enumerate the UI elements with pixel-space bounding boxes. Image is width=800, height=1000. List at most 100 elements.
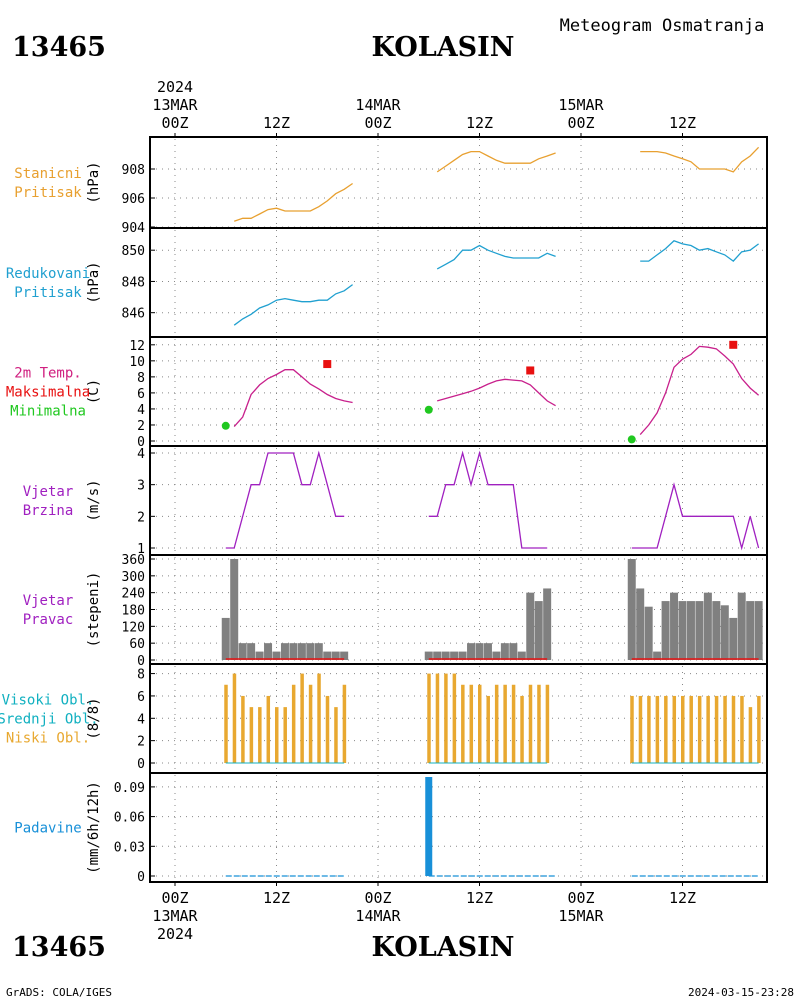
series-line-day1	[233, 284, 353, 326]
low-cloud-bar	[528, 684, 533, 763]
max-temp-marker	[323, 360, 332, 369]
y-tick-label: 4	[137, 447, 145, 462]
low-cloud-bar	[275, 707, 279, 763]
wind-direction-bar	[458, 651, 467, 660]
low-cloud-bar	[452, 673, 457, 763]
station-name: KOLASIN	[371, 32, 514, 63]
wind-direction-bar	[746, 601, 755, 660]
wind-direction-bar	[323, 651, 332, 660]
panel-label: 2m Temp.	[14, 366, 81, 382]
panel-label: Minimalna	[10, 404, 86, 420]
max-temp-marker	[526, 366, 535, 375]
low-cloud-bar	[664, 695, 668, 763]
y-axis-label: (8/8)	[86, 697, 102, 739]
bottom-hour-label: 00Z	[567, 889, 594, 907]
y-tick-label: 12	[129, 339, 145, 354]
min-temp-marker	[424, 405, 433, 414]
top-hour-label: 00Z	[161, 114, 188, 132]
y-tick-label: 904	[122, 221, 146, 236]
top-hour-label: 12Z	[669, 114, 696, 132]
y-tick-label: 120	[122, 620, 145, 635]
panel-label: Vjetar	[23, 593, 74, 609]
wind-direction-bar	[670, 592, 679, 660]
wind-direction-bar	[221, 617, 230, 660]
wind-direction-bar	[543, 588, 552, 660]
top-day-label: 13MAR	[152, 96, 198, 114]
bottom-day-label: 14MAR	[355, 907, 401, 925]
panel-redukovani-pritisak: 846 848 850 (hPa)Redukovani Pritisak	[6, 227, 768, 338]
wind-direction-bar	[331, 651, 340, 660]
wind-direction-bar	[247, 643, 256, 660]
panel-label: Pravac	[23, 612, 74, 628]
low-cloud-bar	[325, 695, 330, 763]
panel-frame	[149, 227, 768, 338]
min-temp-marker	[221, 421, 230, 430]
wind-direction-bar	[424, 651, 433, 660]
y-tick-label: 3	[137, 479, 145, 494]
y-tick-label: 2	[137, 419, 145, 434]
y-tick-label: 0.09	[114, 781, 145, 796]
y-axis-label: (hPa)	[86, 161, 102, 203]
wind-direction-bar	[729, 617, 738, 660]
wind-direction-bar	[450, 651, 459, 660]
low-cloud-bar	[757, 695, 761, 763]
footer-timestamp: 2024-03-15-23:28	[688, 986, 794, 999]
low-cloud-bar	[461, 684, 465, 763]
y-tick-label: 0	[137, 654, 145, 669]
panel-label: Vjetar	[23, 484, 74, 500]
station-id-bottom: 13465	[12, 932, 106, 963]
low-cloud-bar	[224, 684, 228, 763]
wind-direction-bar	[686, 601, 695, 660]
wind-direction-bar	[703, 592, 712, 660]
y-tick-label: 4	[137, 403, 145, 418]
panel-oblacnost: 0 2 4 6 8 (8/8)Visoki Obl. Srednji Obl. Niski O…	[0, 663, 768, 774]
low-cloud-bar	[266, 695, 271, 763]
wind-direction-bar	[509, 643, 518, 660]
wind-direction-bar	[534, 601, 543, 660]
y-tick-label: 8	[137, 668, 145, 683]
bottom-year-label: 2024	[157, 925, 193, 943]
panel-frame	[149, 772, 768, 883]
low-cloud-bar	[706, 695, 710, 763]
panel-frame	[149, 445, 768, 556]
low-cloud-bar	[308, 684, 313, 763]
wind-direction-bar	[238, 643, 247, 660]
low-cloud-bar	[647, 695, 651, 763]
wind-direction-bar	[441, 651, 450, 660]
series-line-day2	[436, 150, 556, 173]
wind-direction-bar	[627, 559, 636, 660]
y-axis-label: (stepeni)	[86, 572, 102, 648]
bottom-hour-label: 12Z	[263, 889, 290, 907]
panel-label: Redukovani	[6, 266, 90, 282]
footer-left: GrADS: COLA/IGES	[6, 986, 112, 999]
low-cloud-bar	[478, 684, 482, 763]
low-cloud-bar	[258, 707, 262, 763]
precipitation-bar	[425, 777, 433, 876]
wind-direction-bar	[475, 643, 484, 660]
panel-vjetar-brzina: 1 2 3 4 (m/s) Vjetar Brzina	[23, 445, 768, 557]
wind-direction-bar	[289, 643, 298, 660]
low-cloud-bar	[731, 695, 736, 763]
y-tick-label: 846	[122, 307, 145, 322]
wind-direction-bar	[340, 651, 349, 660]
y-axis-label: (hPa)	[86, 261, 102, 303]
y-tick-label: 6	[137, 690, 145, 705]
y-axis-label: (mm/6h/12h)	[86, 781, 102, 874]
wind-direction-bar	[255, 651, 264, 660]
wind-direction-bar	[483, 643, 492, 660]
bottom-hour-label: 00Z	[161, 889, 188, 907]
wind-direction-bar	[280, 643, 289, 660]
low-cloud-bar	[486, 695, 490, 763]
bottom-hour-label: 12Z	[669, 889, 696, 907]
wind-direction-bar	[314, 643, 323, 660]
y-tick-label: 0	[137, 870, 145, 885]
panel-label: Visoki Obl.	[2, 693, 95, 709]
wind-direction-bar	[306, 643, 315, 660]
panel-label: Pritisak	[14, 285, 82, 301]
low-cloud-bar	[748, 707, 753, 763]
low-cloud-bar	[241, 695, 245, 763]
low-cloud-bar	[427, 673, 431, 763]
y-tick-label: 2	[137, 510, 145, 525]
